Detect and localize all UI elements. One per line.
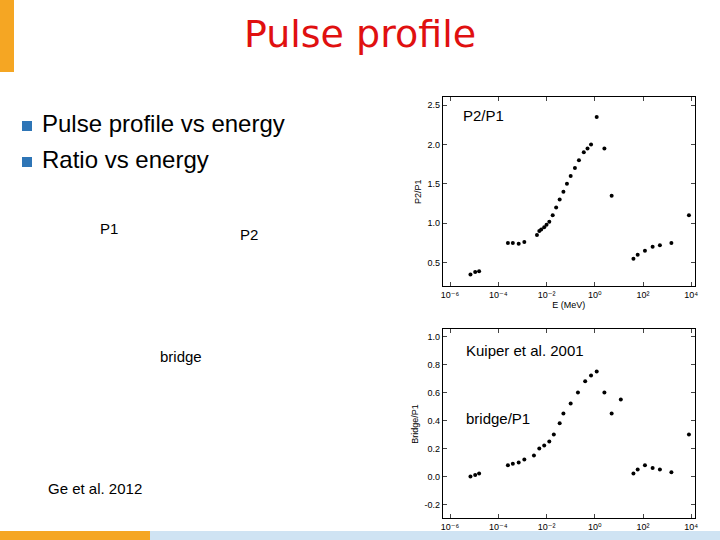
svg-text:1.5: 1.5 [427,179,440,189]
svg-text:1.0: 1.0 [427,218,440,228]
svg-text:P2/P1: P2/P1 [463,107,504,124]
svg-text:10⁻⁴: 10⁻⁴ [489,522,508,533]
svg-text:0.2: 0.2 [427,444,440,454]
svg-text:0.5: 0.5 [427,258,440,268]
svg-text:0.4: 0.4 [427,416,440,426]
svg-text:2.0: 2.0 [427,140,440,150]
html-text:P1: P1 [100,220,119,237]
html-text:bridge: bridge [160,348,202,365]
html-text:Ge et al. 2012: Ge et al. 2012 [48,480,143,497]
svg-text:10²: 10² [637,290,650,300]
svg-text:1.0: 1.0 [427,332,440,342]
html-text:Ratio vs energy: Ratio vs energy [42,146,209,173]
svg-text:10²: 10² [636,522,650,533]
svg-text:0.6: 0.6 [427,388,440,398]
svg-text:Bridge/P1: Bridge/P1 [410,404,420,444]
svg-text:P2/P1: P2/P1 [413,179,423,204]
html-text:Pulse profile vs energy: Pulse profile vs energy [42,110,285,137]
html-text:Pulse profile: Pulse profile [243,12,477,56]
svg-text:0.0: 0.0 [427,472,440,482]
svg-text:Kuiper et al. 2001: Kuiper et al. 2001 [466,342,584,359]
svg-text:10⁻⁶: 10⁻⁶ [440,522,460,533]
svg-text:10⁻²: 10⁻² [538,290,556,300]
svg-text:10⁰: 10⁰ [588,290,602,300]
html-text:P2: P2 [240,226,259,243]
svg-text:bridge/P1: bridge/P1 [466,410,530,427]
svg-text:10⁻²: 10⁻² [537,522,556,533]
svg-text:E (MeV): E (MeV) [552,300,585,310]
svg-text:10⁻⁶: 10⁻⁶ [441,290,460,300]
svg-text:-0.2: -0.2 [424,500,440,510]
svg-text:10⁰: 10⁰ [588,522,602,533]
svg-text:10⁴: 10⁴ [684,290,698,300]
svg-text:10⁻⁴: 10⁻⁴ [489,290,508,300]
svg-text:10⁴: 10⁴ [684,522,699,533]
svg-text:0.8: 0.8 [427,360,440,370]
svg-text:2.5: 2.5 [427,100,440,110]
